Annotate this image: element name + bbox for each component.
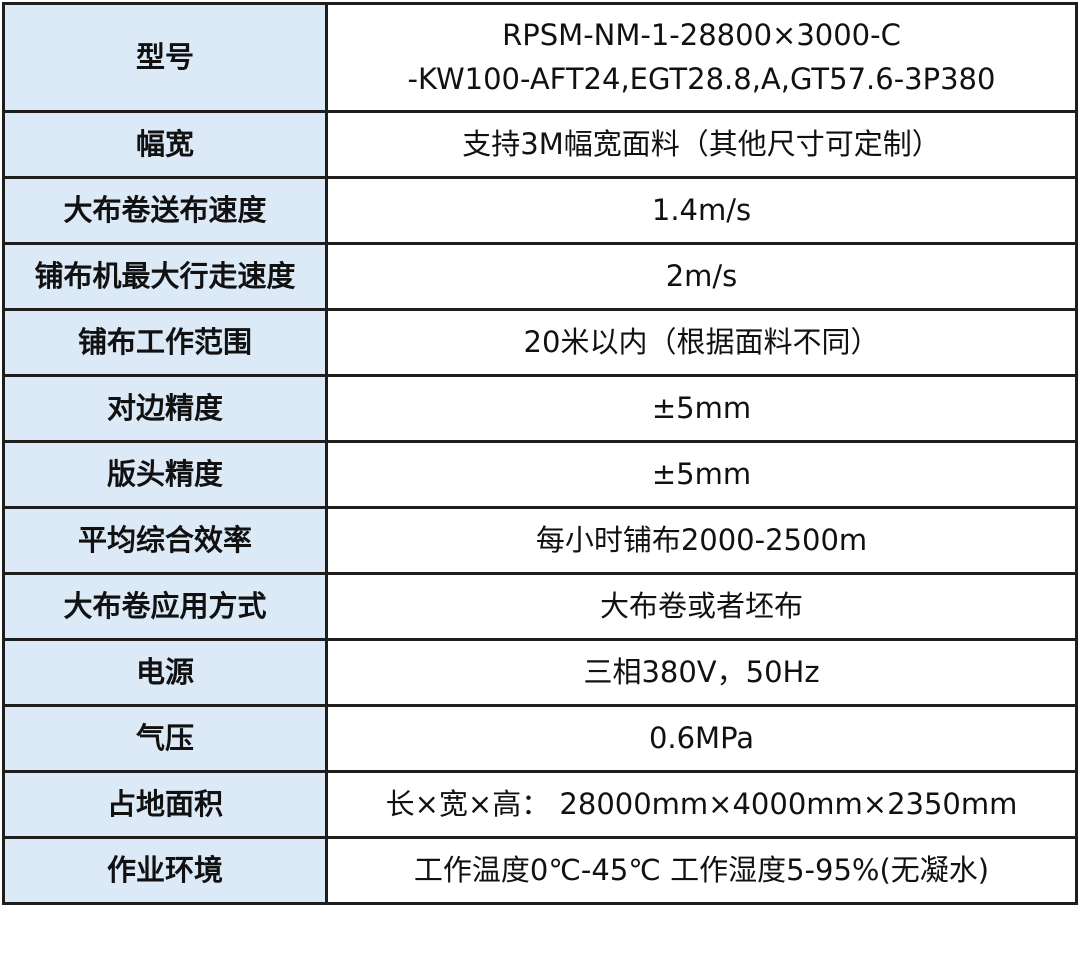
table-row: 电源 三相380V，50Hz [2, 638, 1078, 707]
table-row: 铺布工作范围 20米以内（根据面料不同） [2, 308, 1078, 377]
spec-label: 作业环境 [2, 836, 328, 905]
spec-label: 型号 [2, 2, 328, 113]
spec-value: 长×宽×高： 28000mm×4000mm×2350mm [325, 770, 1078, 839]
spec-label: 版头精度 [2, 440, 328, 509]
table-row: 大布卷应用方式 大布卷或者坯布 [2, 572, 1078, 641]
spec-value: 工作温度0℃-45℃ 工作湿度5-95%(无凝水) [325, 836, 1078, 905]
spec-value: ±5mm [325, 440, 1078, 509]
table-row: 对边精度 ±5mm [2, 374, 1078, 443]
spec-value: 0.6MPa [325, 704, 1078, 773]
spec-label: 幅宽 [2, 110, 328, 179]
spec-label: 平均综合效率 [2, 506, 328, 575]
table-row: 型号 RPSM-NM-1-28800×3000-C -KW100-AFT24,EGT… [2, 2, 1078, 113]
spec-value: 大布卷或者坯布 [325, 572, 1078, 641]
table-row: 版头精度 ±5mm [2, 440, 1078, 509]
spec-label: 占地面积 [2, 770, 328, 839]
spec-value: 20米以内（根据面料不同） [325, 308, 1078, 377]
table-row: 大布卷送布速度 1.4m/s [2, 176, 1078, 245]
spec-label: 铺布机最大行走速度 [2, 242, 328, 311]
spec-value: 支持3M幅宽面料（其他尺寸可定制） [325, 110, 1078, 179]
spec-value: 三相380V，50Hz [325, 638, 1078, 707]
spec-value: 每小时铺布2000-2500m [325, 506, 1078, 575]
spec-value: 1.4m/s [325, 176, 1078, 245]
table-row: 铺布机最大行走速度 2m/s [2, 242, 1078, 311]
table-row: 平均综合效率 每小时铺布2000-2500m [2, 506, 1078, 575]
table-row: 作业环境 工作温度0℃-45℃ 工作湿度5-95%(无凝水) [2, 836, 1078, 905]
table-row: 幅宽 支持3M幅宽面料（其他尺寸可定制） [2, 110, 1078, 179]
spec-value: RPSM-NM-1-28800×3000-C -KW100-AFT24,EGT28… [325, 2, 1078, 113]
spec-label: 铺布工作范围 [2, 308, 328, 377]
table-row: 占地面积 长×宽×高： 28000mm×4000mm×2350mm [2, 770, 1078, 839]
spec-label: 大布卷应用方式 [2, 572, 328, 641]
spec-value: 2m/s [325, 242, 1078, 311]
spec-label: 气压 [2, 704, 328, 773]
spec-table: 型号 RPSM-NM-1-28800×3000-C -KW100-AFT24,EGT… [2, 2, 1078, 905]
spec-value: ±5mm [325, 374, 1078, 443]
value-line: RPSM-NM-1-28800×3000-C [502, 18, 901, 52]
value-line: -KW100-AFT24,EGT28.8,A,GT57.6-3P380 [407, 61, 996, 96]
table-row: 气压 0.6MPa [2, 704, 1078, 773]
spec-label: 大布卷送布速度 [2, 176, 328, 245]
spec-label: 对边精度 [2, 374, 328, 443]
spec-label: 电源 [2, 638, 328, 707]
